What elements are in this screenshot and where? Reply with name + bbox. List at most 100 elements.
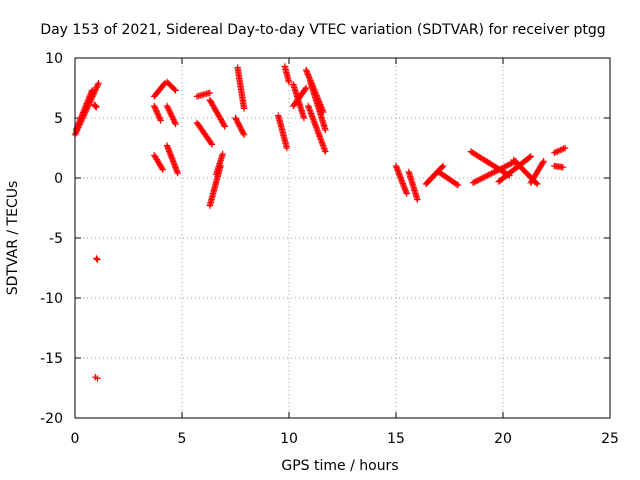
axis-ticks: 0 5 10 15 20 25 -20 -15 -10 -5 0 5 10 [40, 51, 619, 447]
data-point [237, 124, 244, 131]
data-point [474, 177, 481, 184]
data-point [552, 148, 560, 156]
data-point [164, 104, 171, 111]
data-point [168, 113, 176, 120]
data-point [439, 162, 447, 170]
data-point [534, 180, 541, 188]
data-point [155, 112, 162, 120]
data-point [163, 102, 171, 110]
data-point [152, 105, 159, 113]
y-tick-label: 0 [54, 171, 63, 187]
data-point [166, 108, 174, 116]
data-point [305, 74, 313, 81]
data-point [414, 196, 421, 203]
data-point [235, 120, 242, 127]
data-point [495, 166, 502, 174]
data-point [240, 130, 247, 137]
data-point [485, 171, 492, 179]
data-point [94, 81, 102, 88]
data-point [559, 164, 567, 171]
data-point [322, 126, 329, 134]
data-point [94, 375, 101, 382]
y-tick-label: -5 [49, 231, 63, 247]
data-point [539, 159, 547, 166]
data-point [496, 165, 504, 173]
data-point [154, 111, 162, 118]
data-point [94, 256, 101, 263]
y-tick-label: 10 [45, 51, 63, 67]
data-point [527, 153, 535, 160]
plot-frame [74, 57, 611, 419]
data-point [93, 255, 100, 262]
data-point [238, 126, 245, 133]
data-point [526, 154, 533, 161]
data-point [554, 148, 561, 155]
data-point [165, 105, 172, 113]
data-points [71, 63, 569, 382]
data-point [220, 121, 228, 129]
data-point [305, 72, 312, 80]
data-point [504, 162, 511, 169]
y-axis-label: SDTVAR / TECUs [5, 181, 21, 296]
data-point [208, 141, 216, 148]
data-point [207, 139, 215, 147]
data-point [233, 117, 241, 124]
data-point [478, 175, 485, 182]
data-point [486, 170, 494, 178]
data-point [498, 165, 505, 172]
data-point [484, 172, 491, 179]
data-point [491, 168, 498, 176]
data-point [151, 104, 159, 111]
data-point [492, 168, 500, 175]
data-point [158, 164, 166, 172]
data-point [152, 107, 160, 114]
x-tick-label: 20 [494, 431, 512, 447]
data-point [172, 120, 179, 128]
data-point [557, 146, 564, 154]
data-point [95, 80, 102, 87]
data-point [88, 87, 96, 94]
data-point [476, 176, 484, 183]
data-point [159, 166, 166, 173]
y-tick-label: -20 [40, 411, 63, 427]
data-point [471, 178, 478, 186]
data-point [303, 68, 310, 75]
data-point [171, 86, 178, 93]
data-point [93, 82, 101, 90]
chart-title: Day 153 of 2021, Sidereal Day-to-day VTE… [40, 22, 605, 38]
data-point [93, 104, 100, 111]
data-point [172, 87, 179, 94]
data-point [302, 86, 309, 93]
data-point [300, 114, 308, 122]
grid-lines [75, 58, 610, 418]
data-point [219, 150, 226, 158]
data-point [454, 182, 462, 189]
data-point [508, 160, 515, 167]
y-tick-label: -10 [40, 291, 63, 307]
data-point [494, 167, 501, 174]
data-point [453, 181, 460, 188]
data-point [165, 107, 173, 114]
data-point [322, 148, 329, 155]
data-point [482, 173, 490, 180]
data-point [154, 110, 161, 117]
data-point [233, 116, 240, 123]
data-point [206, 89, 214, 96]
data-point [167, 110, 174, 117]
data-point [232, 114, 239, 122]
data-point [150, 102, 158, 110]
data-point [153, 108, 160, 115]
data-point [499, 164, 507, 171]
data-point [240, 105, 248, 112]
data-point [561, 144, 569, 152]
data-point [306, 75, 313, 83]
data-point [168, 111, 175, 119]
data-point [235, 121, 243, 129]
data-point [93, 84, 100, 91]
data-point [438, 163, 446, 171]
data-point [506, 160, 514, 168]
data-point [302, 84, 310, 92]
data-point [479, 174, 487, 181]
data-point [221, 123, 228, 130]
